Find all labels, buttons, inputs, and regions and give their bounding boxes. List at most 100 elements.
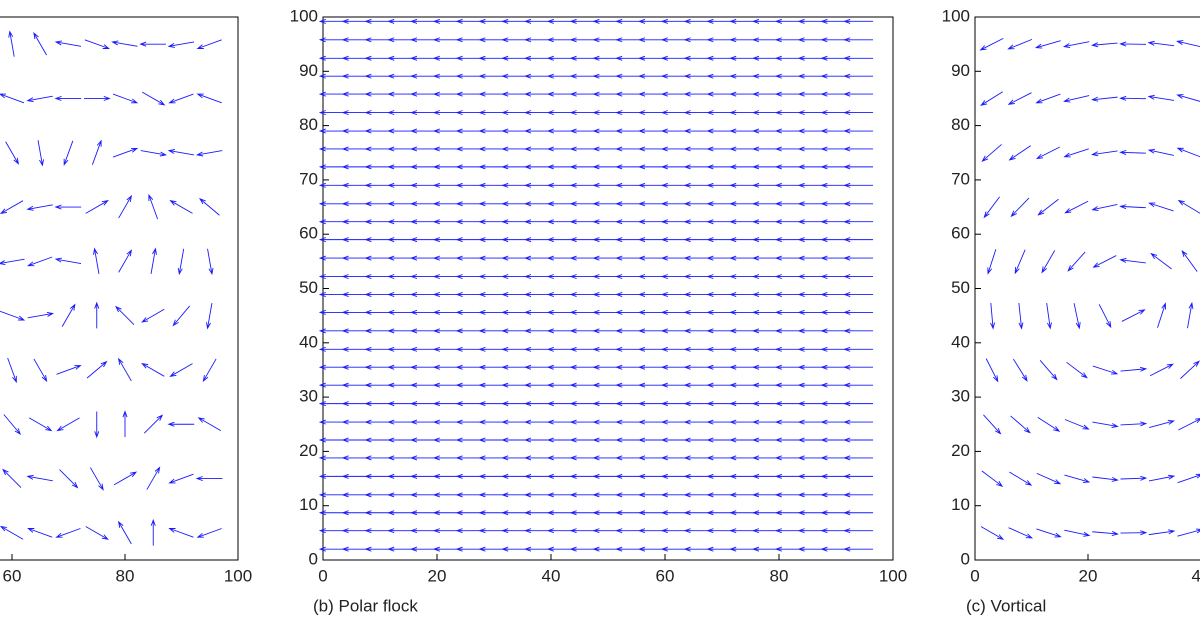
arrow — [1008, 145, 1031, 161]
arrow — [843, 510, 874, 516]
x-tick-label: 60 — [656, 566, 675, 585]
arrow — [1007, 38, 1033, 50]
arrow — [26, 95, 53, 103]
arrow — [207, 248, 214, 276]
arrow — [843, 91, 874, 97]
arrow — [1091, 150, 1118, 157]
arrow — [1119, 41, 1146, 47]
arrow — [1178, 418, 1200, 431]
arrow — [1036, 528, 1062, 538]
arrow — [3, 414, 22, 435]
arrow — [117, 520, 132, 545]
arrow — [1119, 258, 1146, 264]
arrow — [122, 410, 128, 437]
arrow — [843, 401, 874, 407]
arrow — [93, 247, 100, 274]
arrow — [1092, 365, 1119, 375]
y-tick-label: 0 — [309, 549, 318, 568]
arrow — [27, 311, 55, 319]
arrow — [115, 305, 135, 325]
caption: (c) Vortical — [966, 596, 1046, 615]
arrow — [142, 91, 166, 106]
arrow — [843, 309, 874, 315]
y-tick-label: 0 — [961, 549, 970, 568]
arrow — [94, 301, 100, 329]
arrow — [1041, 250, 1056, 274]
arrow — [0, 525, 24, 540]
arrow — [0, 258, 25, 266]
y-tick-label: 20 — [299, 441, 318, 460]
arrow — [1010, 415, 1031, 434]
arrow — [1149, 363, 1174, 377]
arrow — [1119, 150, 1146, 155]
arrow — [1008, 527, 1034, 539]
arrow — [1187, 301, 1194, 329]
arrow — [843, 473, 874, 479]
x-tick-label: 20 — [428, 566, 447, 585]
arrow — [1066, 361, 1088, 379]
arrow — [1036, 472, 1062, 485]
y-tick-label: 40 — [299, 332, 318, 351]
arrow — [86, 360, 108, 379]
arrow — [169, 200, 193, 214]
arrow — [167, 41, 195, 48]
arrow — [33, 32, 47, 56]
arrow — [981, 470, 1004, 487]
arrow — [843, 110, 874, 116]
arrow — [987, 249, 997, 275]
arrow — [202, 358, 217, 383]
arrow — [1176, 94, 1200, 102]
arrow — [1037, 198, 1059, 216]
arrow — [0, 93, 25, 104]
arrow — [1157, 302, 1167, 328]
arrow — [1120, 366, 1148, 372]
y-tick-label: 30 — [951, 387, 970, 406]
arrow — [843, 291, 874, 297]
y-tick-label: 100 — [942, 6, 970, 25]
y-tick-label: 50 — [299, 278, 318, 297]
arrow — [146, 466, 161, 490]
y-tick-label: 90 — [299, 61, 318, 80]
arrow — [843, 274, 874, 280]
arrow — [1091, 96, 1118, 102]
arrow — [1150, 252, 1172, 270]
arrow — [843, 528, 874, 534]
plot-frame — [0, 16, 239, 561]
arrow — [1010, 197, 1030, 218]
arrow — [1176, 40, 1200, 47]
arrow — [843, 219, 874, 225]
arrow — [54, 257, 82, 265]
arrow — [84, 39, 110, 49]
arrow — [843, 37, 874, 43]
arrow — [1176, 147, 1200, 158]
y-tick-label: 80 — [951, 115, 970, 134]
arrow — [1119, 204, 1146, 210]
arrow — [168, 93, 194, 104]
x-tick-label: 40 — [542, 566, 561, 585]
arrow — [167, 421, 195, 427]
x-tick-label: 20 — [1079, 566, 1098, 585]
arrow — [1014, 249, 1026, 275]
arrow — [1063, 148, 1089, 158]
arrow — [980, 526, 1005, 540]
arrow — [84, 95, 111, 101]
arrow — [197, 417, 221, 431]
arrow — [1046, 302, 1052, 330]
arrow — [143, 414, 164, 434]
arrow — [1147, 40, 1175, 47]
arrow — [843, 364, 874, 370]
arrow — [1092, 531, 1119, 536]
arrow — [112, 147, 139, 158]
arrow — [112, 93, 139, 104]
arrow — [843, 437, 874, 443]
arrow — [167, 149, 195, 156]
arrow — [843, 419, 874, 425]
arrow — [990, 302, 996, 330]
y-tick-label: 80 — [299, 115, 318, 134]
arrow — [85, 526, 109, 540]
arrow — [140, 150, 168, 157]
y-tick-label: 10 — [951, 495, 970, 514]
caption: (b) Polar flock — [313, 596, 418, 615]
arrow — [172, 305, 191, 327]
arrow — [37, 140, 44, 167]
